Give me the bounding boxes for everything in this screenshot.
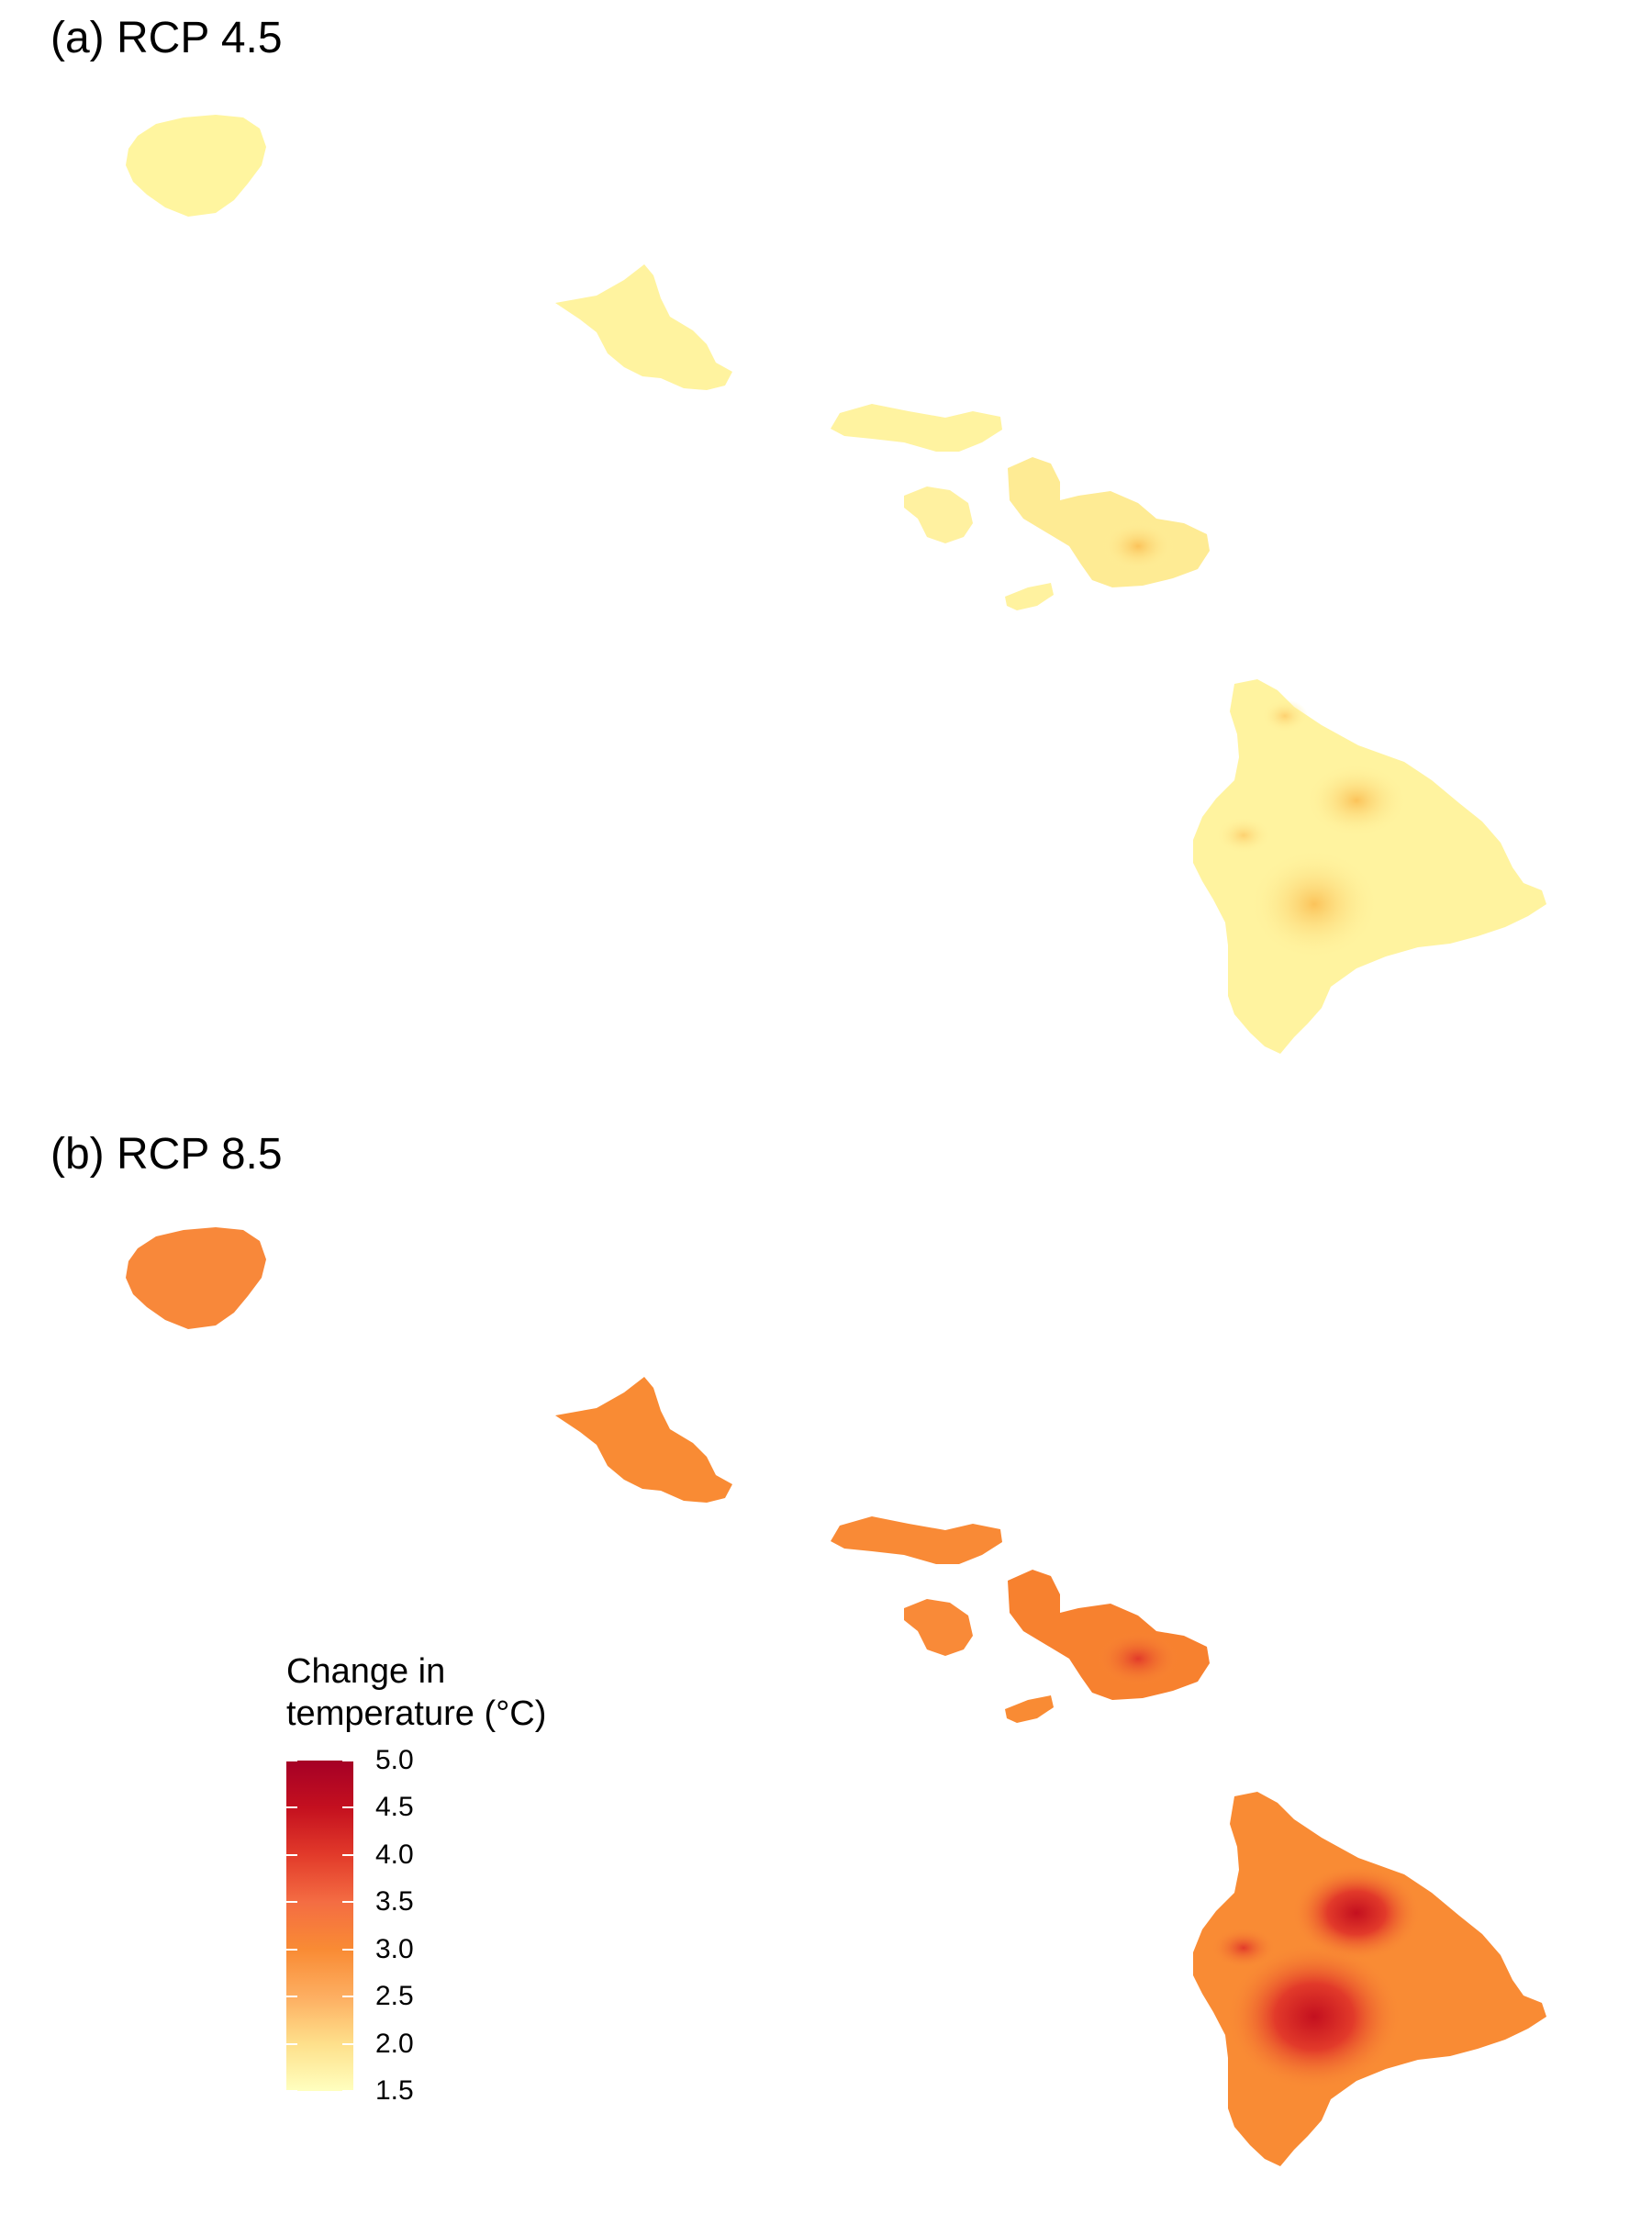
- island-kauai-a: [126, 115, 266, 217]
- island-molokai-a: [831, 404, 1002, 452]
- island-oahu-a: [555, 264, 732, 390]
- legend-title: Change in temperature (°C): [286, 1650, 546, 1735]
- legend-tick-label: 4.0: [375, 1839, 414, 1870]
- legend-tick-mark: [342, 1948, 353, 1951]
- legend-tick-label: 3.5: [375, 1886, 414, 1918]
- legend-tick-mark: [286, 1806, 297, 1809]
- island-kahoolawe-b: [1005, 1695, 1054, 1723]
- legend-tick-label: 3.0: [375, 1933, 414, 1964]
- island-maui-a: [1008, 457, 1210, 587]
- island-hawaii-a: [1193, 679, 1546, 1054]
- legend-tick-mark: [342, 1901, 353, 1904]
- legend-title-line2: temperature (°C): [286, 1694, 547, 1733]
- legend-tick-label: 2.0: [375, 2028, 414, 2059]
- legend-tick-label: 5.0: [375, 1745, 414, 1775]
- island-molokai-b: [831, 1516, 1002, 1564]
- legend-color-bar: [286, 1761, 353, 2091]
- legend-tick-mark: [342, 2042, 353, 2045]
- legend-tick-mark: [342, 1760, 353, 1761]
- legend-tick-mark: [342, 1806, 353, 1809]
- map-rcp45: [126, 115, 1546, 1054]
- legend-tick-mark: [286, 1853, 297, 1856]
- legend-tick-mark: [342, 1996, 353, 1998]
- legend-tick-label: 1.5: [375, 2075, 414, 2106]
- legend-tick-mark: [286, 2090, 297, 2092]
- legend-tick-mark: [286, 1948, 297, 1951]
- island-kahoolawe-a: [1005, 583, 1054, 610]
- legend-title-line1: Change in: [286, 1652, 446, 1691]
- legend-tick-mark: [286, 1901, 297, 1904]
- legend-tick-mark: [286, 1996, 297, 1998]
- map-rcp85: [126, 1227, 1546, 2166]
- island-lanai-a: [904, 486, 973, 543]
- legend-tick-mark: [286, 2042, 297, 2045]
- island-kauai-b: [126, 1227, 266, 1329]
- legend-tick-label: 2.5: [375, 1981, 414, 2012]
- island-maui-b: [1008, 1570, 1210, 1700]
- panel-a-title: (a) RCP 4.5: [50, 14, 283, 62]
- island-oahu-b: [555, 1377, 732, 1503]
- legend-tick-label: 4.5: [375, 1792, 414, 1823]
- legend-tick-mark: [342, 2090, 353, 2092]
- island-hawaii-b: [1193, 1792, 1546, 2166]
- panel-b-title: (b) RCP 8.5: [50, 1130, 283, 1179]
- legend-tick-mark: [286, 1760, 297, 1761]
- island-lanai-b: [904, 1599, 973, 1656]
- legend: Change in temperature (°C) 5.0 4.5 4.0 3.5 3…: [286, 1650, 546, 2106]
- legend-tick-mark: [342, 1853, 353, 1856]
